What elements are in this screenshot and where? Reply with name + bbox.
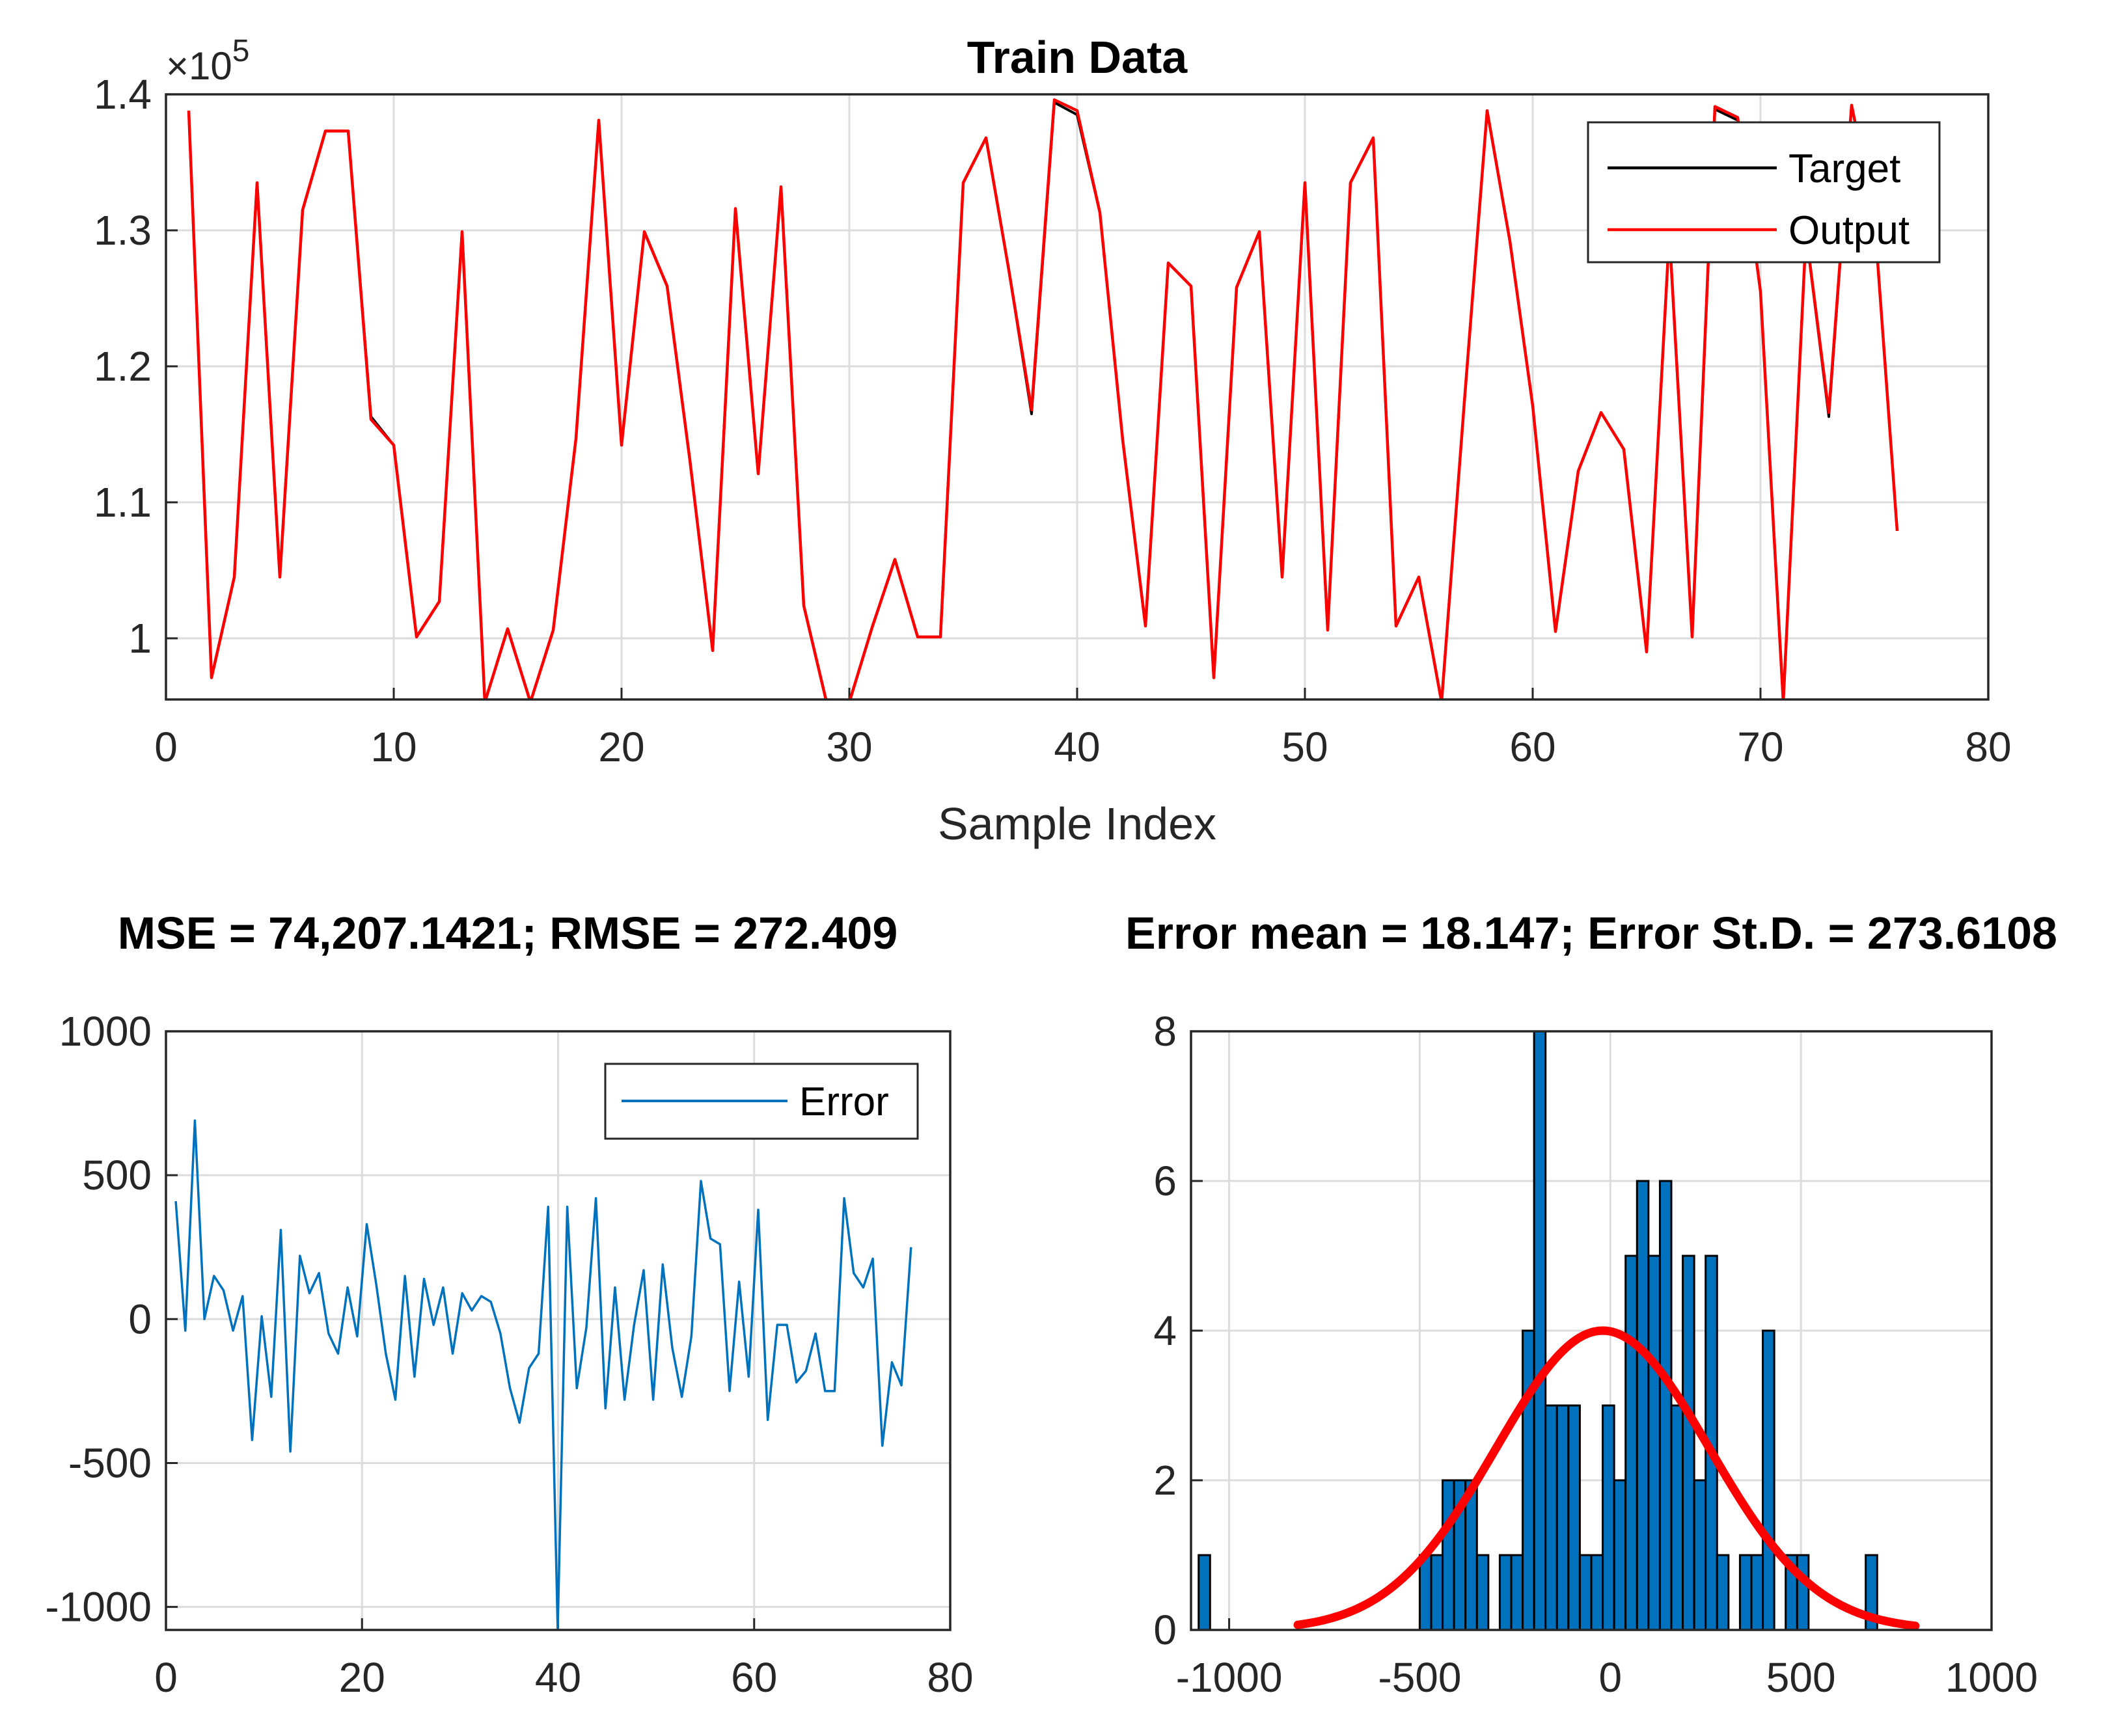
chart-title: Error mean = 18.147; Error St.D. = 273.6… (1125, 908, 2057, 958)
histogram-bar (1544, 1404, 1558, 1630)
histogram-bar (1647, 1255, 1661, 1630)
series-line-error (174, 1119, 912, 1630)
chart-title: Train Data (967, 32, 1188, 83)
x-tick-label: 500 (1766, 1654, 1836, 1701)
histogram-bar (1693, 1479, 1707, 1630)
error-line-plot: 0 20 40 60 80 -1000 -500 0 500 1000 MSE = 74,207.1… (45, 908, 973, 1701)
y-tick-label: 1000 (59, 1008, 152, 1055)
y-multiplier-base: ×10 (166, 44, 232, 88)
histogram-bar (1613, 1479, 1627, 1630)
y-tick-label: 2 (1153, 1457, 1177, 1504)
histogram-bar (1555, 1404, 1570, 1630)
error-histogram-plot: -1000 -500 0 500 1000 0 2 4 6 8 Error mean = 18.14… (1125, 908, 2057, 1701)
x-axis-label: Sample Index (938, 798, 1216, 849)
x-tick-label: 0 (154, 724, 178, 770)
histogram-bar (1602, 1404, 1615, 1630)
histogram-bar (1578, 1554, 1593, 1630)
x-tick-label: 70 (1737, 724, 1783, 770)
histogram-bar (1750, 1554, 1764, 1630)
histogram-bar (1475, 1554, 1490, 1630)
y-multiplier-label: ×105 (166, 34, 249, 88)
histogram-bar (1716, 1554, 1730, 1630)
histogram-bar (1624, 1255, 1638, 1630)
normal-fit-curve (1293, 1326, 1920, 1630)
histogram-bar (1636, 1180, 1650, 1630)
histogram-bar (1442, 1479, 1455, 1630)
histogram-bar (1418, 1554, 1432, 1630)
x-tick-label: 0 (1598, 1654, 1622, 1701)
histogram-bar (1498, 1554, 1513, 1630)
legend: Error (604, 1063, 919, 1140)
x-tick-label: 40 (535, 1654, 581, 1701)
histogram-bar (1670, 1404, 1684, 1630)
y-tick-label: -1000 (45, 1584, 152, 1631)
legend-label-error: Error (799, 1079, 889, 1124)
y-tick-label: 1.3 (94, 207, 152, 254)
x-tick-label: 80 (927, 1654, 973, 1701)
y-tick-label: 1.1 (94, 479, 152, 526)
x-tick-label: -1000 (1176, 1654, 1283, 1701)
axes-frame (1190, 1030, 1993, 1631)
x-tick-label: -500 (1378, 1654, 1461, 1701)
histogram-bar (1796, 1554, 1810, 1630)
y-tick-label: 500 (82, 1152, 152, 1199)
histogram-bar (1567, 1404, 1581, 1630)
x-tick-label: 10 (370, 724, 417, 770)
chart-title: MSE = 74,207.1421; RMSE = 272.409 (118, 908, 898, 958)
histogram-bar (1865, 1554, 1878, 1630)
axes-frame (165, 1030, 952, 1631)
y-tick-label: 1.2 (94, 343, 152, 390)
x-tick-label: 60 (1509, 724, 1555, 770)
x-tick-label: 20 (598, 724, 644, 770)
legend-label-target: Target (1788, 146, 1900, 191)
histogram-bar (1198, 1554, 1211, 1630)
histogram-bar (1738, 1554, 1753, 1630)
histogram-bar (1510, 1554, 1524, 1630)
histogram-bar (1430, 1554, 1444, 1630)
x-tick-label: 1000 (1945, 1654, 2038, 1701)
x-tick-label: 80 (1965, 724, 2011, 770)
legend-box (1587, 121, 1941, 264)
legend: Target Output (1587, 121, 1941, 264)
histogram-bar (1590, 1554, 1604, 1630)
train-data-plot: 0 10 20 30 40 50 60 70 80 1 1.1 1.2 1.3 1.4 Train Data… (94, 32, 2012, 849)
axes-frame (165, 93, 1990, 701)
y-tick-label: 1.4 (94, 71, 152, 118)
x-tick-label: 60 (731, 1654, 777, 1701)
y-tick-label: -500 (68, 1439, 152, 1486)
y-tick-label: 8 (1153, 1008, 1177, 1055)
histogram-bar (1522, 1329, 1535, 1630)
x-tick-label: 30 (826, 724, 872, 770)
x-tick-label: 20 (339, 1654, 385, 1701)
y-tick-label: 0 (1153, 1607, 1177, 1653)
legend-label-output: Output (1788, 208, 1910, 253)
histogram-bar (1533, 1031, 1547, 1630)
y-tick-label: 1 (128, 615, 152, 662)
histogram-bar (1682, 1255, 1695, 1630)
y-multiplier-exponent: 5 (232, 34, 250, 68)
x-tick-label: 50 (1281, 724, 1328, 770)
bars-group (1198, 1031, 1920, 1630)
y-tick-label: 0 (128, 1295, 152, 1342)
x-tick-label: 0 (154, 1654, 178, 1701)
x-tick-label: 40 (1054, 724, 1100, 770)
series-group (187, 98, 1899, 699)
y-tick-label: 4 (1153, 1307, 1177, 1354)
y-tick-label: 6 (1153, 1158, 1177, 1204)
histogram-bar (1658, 1180, 1673, 1630)
series-group (174, 1119, 912, 1630)
histogram-bar (1762, 1329, 1775, 1630)
series-line-output (187, 98, 1899, 699)
